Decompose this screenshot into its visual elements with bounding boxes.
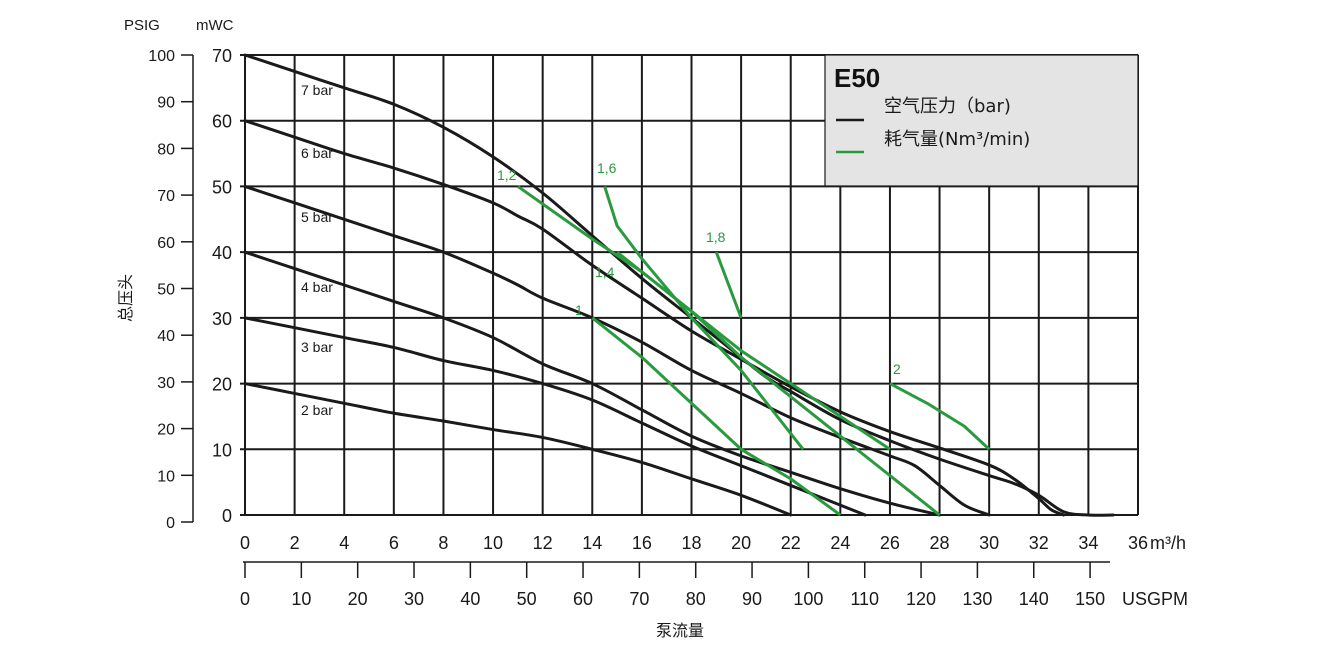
x-tick-label-m3h: 6 — [389, 533, 399, 553]
x-axis-title: 泵流量 — [656, 621, 704, 640]
y-tick-label-mwc: 0 — [222, 506, 232, 526]
x-unit-m3h: m³/h — [1150, 533, 1186, 553]
x-unit-usgpm: USGPM — [1122, 589, 1188, 609]
pressure-curve-label: 6 bar — [301, 145, 333, 161]
pressure-curve-label: 5 bar — [301, 209, 333, 225]
x-tick-label-m3h: 18 — [681, 533, 701, 553]
x-tick-label-usgpm: 130 — [962, 589, 992, 609]
y-tick-label-mwc: 30 — [212, 309, 232, 329]
x-tick-label-usgpm: 30 — [404, 589, 424, 609]
legend-title: E50 — [834, 63, 880, 93]
x-tick-label-m3h: 8 — [438, 533, 448, 553]
y-tick-label-psig: 100 — [148, 48, 175, 65]
x-tick-label-usgpm: 140 — [1019, 589, 1049, 609]
y-unit-psig: PSIG — [124, 17, 160, 34]
y-tick-label-mwc: 70 — [212, 46, 232, 66]
pressure-curve-label: 7 bar — [301, 82, 333, 98]
x-tick-label-usgpm: 60 — [573, 589, 593, 609]
x-tick-label-m3h: 12 — [533, 533, 553, 553]
pressure-curve-3-bar — [243, 316, 867, 517]
x-tick-label-usgpm: 10 — [291, 589, 311, 609]
x-tick-label-m3h: 22 — [781, 533, 801, 553]
x-tick-label-m3h: 24 — [830, 533, 850, 553]
air-consumption-label: 1,6 — [597, 160, 617, 176]
y-tick-label-psig: 20 — [157, 422, 175, 439]
plot-grid — [240, 54, 1139, 516]
air-consumption-curve-1-4 — [616, 250, 891, 451]
air-consumption-curve-1-8 — [714, 251, 743, 319]
legend-label-air-pressure: 空气压力（bar) — [884, 96, 1011, 117]
air-consumption-label: 1 — [575, 302, 583, 318]
y-tick-label-mwc: 40 — [212, 243, 232, 263]
y-tick-label-mwc: 10 — [212, 440, 232, 460]
x-tick-label-usgpm: 100 — [793, 589, 823, 609]
y-tick-label-psig: 30 — [157, 375, 175, 392]
pressure-curve-label: 2 bar — [301, 402, 333, 418]
x-tick-label-m3h: 36 — [1128, 533, 1148, 553]
pressure-curve-label: 3 bar — [301, 339, 333, 355]
y-tick-label-mwc: 60 — [212, 112, 232, 132]
x-tick-label-usgpm: 80 — [686, 589, 706, 609]
x-tick-label-m3h: 4 — [339, 533, 349, 553]
x-tick-label-usgpm: 110 — [850, 589, 879, 609]
air-consumption-label: 1,4 — [595, 264, 615, 280]
air-consumption-curves — [516, 185, 991, 517]
air-consumption-curve-2 — [889, 382, 991, 451]
x-tick-label-usgpm: 50 — [517, 589, 537, 609]
pressure-curve-4-bar — [243, 250, 942, 517]
x-tick-label-usgpm: 150 — [1075, 589, 1105, 609]
pressure-curve-2-bar — [243, 382, 793, 517]
air-consumption-label: 1,8 — [706, 229, 726, 245]
pressure-curve-6-bar — [243, 119, 1066, 517]
pressure-curve-label: 4 bar — [301, 279, 333, 295]
pressure-curve-5-bar — [243, 184, 991, 517]
air-consumption-curve-1-6 — [603, 185, 805, 451]
y-unit-mwc: mWC — [196, 17, 234, 34]
x-tick-label-m3h: 14 — [582, 533, 602, 553]
y-tick-label-psig: 40 — [157, 328, 175, 345]
legend-box — [824, 54, 1139, 187]
x-tick-label-usgpm: 20 — [348, 589, 368, 609]
x-tick-label-m3h: 28 — [930, 533, 950, 553]
x-tick-label-usgpm: 90 — [742, 589, 762, 609]
legend: E50 空气压力（bar) 耗气量(Nm³/min) — [824, 54, 1139, 187]
x-tick-label-usgpm: 0 — [240, 589, 250, 609]
y-tick-label-mwc: 20 — [212, 375, 232, 395]
x-tick-label-m3h: 32 — [1029, 533, 1049, 553]
x-tick-label-m3h: 0 — [240, 533, 250, 553]
legend-label-air-consumption: 耗气量(Nm³/min) — [884, 129, 1030, 150]
x-tick-label-m3h: 20 — [731, 533, 751, 553]
y-tick-label-psig: 90 — [157, 95, 175, 112]
x-tick-label-m3h: 16 — [632, 533, 652, 553]
y-tick-label-psig: 50 — [157, 282, 175, 299]
y-axis-title: 总压头 — [116, 274, 135, 322]
x-tick-label-m3h: 30 — [979, 533, 999, 553]
x-tick-label-usgpm: 70 — [629, 589, 649, 609]
air-consumption-label: 1,2 — [497, 167, 517, 183]
air-consumption-curve-1 — [591, 316, 842, 517]
air-consumption-label: 2 — [893, 361, 901, 377]
x-tick-label-usgpm: 40 — [460, 589, 480, 609]
x-tick-label-m3h: 34 — [1078, 533, 1098, 553]
y-tick-label-psig: 80 — [157, 141, 175, 158]
y-tick-label-psig: 10 — [157, 468, 175, 485]
x-tick-label-m3h: 10 — [483, 533, 503, 553]
y-tick-label-psig: 60 — [157, 235, 175, 252]
x-tick-label-m3h: 2 — [290, 533, 300, 553]
y-tick-label-psig: 70 — [157, 188, 175, 205]
y-tick-label-mwc: 50 — [212, 177, 232, 197]
x-tick-label-usgpm: 120 — [906, 589, 936, 609]
curve-labels: 7 bar 6 bar 5 bar 4 bar 3 bar 2 bar 1 1,2 1,4 1,6… — [301, 82, 901, 418]
y-tick-label-psig: 0 — [166, 515, 175, 532]
x-tick-label-m3h: 26 — [880, 533, 900, 553]
